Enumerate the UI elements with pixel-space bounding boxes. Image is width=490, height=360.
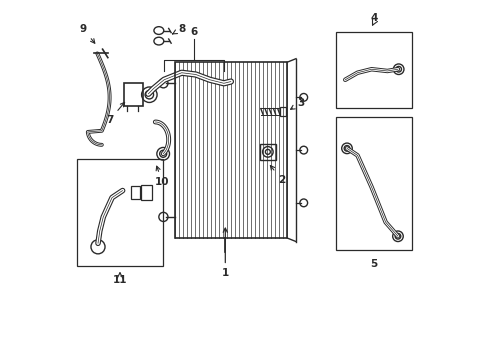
Text: 9: 9: [80, 24, 95, 43]
Bar: [337, 32, 412, 108]
Bar: [337, 117, 412, 250]
FancyBboxPatch shape: [123, 83, 143, 106]
Bar: [77, 159, 163, 266]
Text: 10: 10: [155, 166, 170, 187]
Text: 11: 11: [113, 275, 127, 285]
Bar: [280, 107, 287, 116]
Text: 6: 6: [191, 27, 197, 37]
Bar: [131, 186, 140, 199]
Text: 3: 3: [291, 98, 305, 109]
Bar: [174, 62, 287, 238]
Text: 1: 1: [221, 228, 229, 278]
Text: 5: 5: [370, 260, 378, 269]
Bar: [141, 185, 152, 200]
Text: 7: 7: [106, 102, 124, 125]
Text: 8: 8: [172, 24, 185, 34]
Bar: [260, 144, 275, 159]
Text: 4: 4: [370, 13, 378, 23]
Text: 2: 2: [270, 166, 286, 185]
